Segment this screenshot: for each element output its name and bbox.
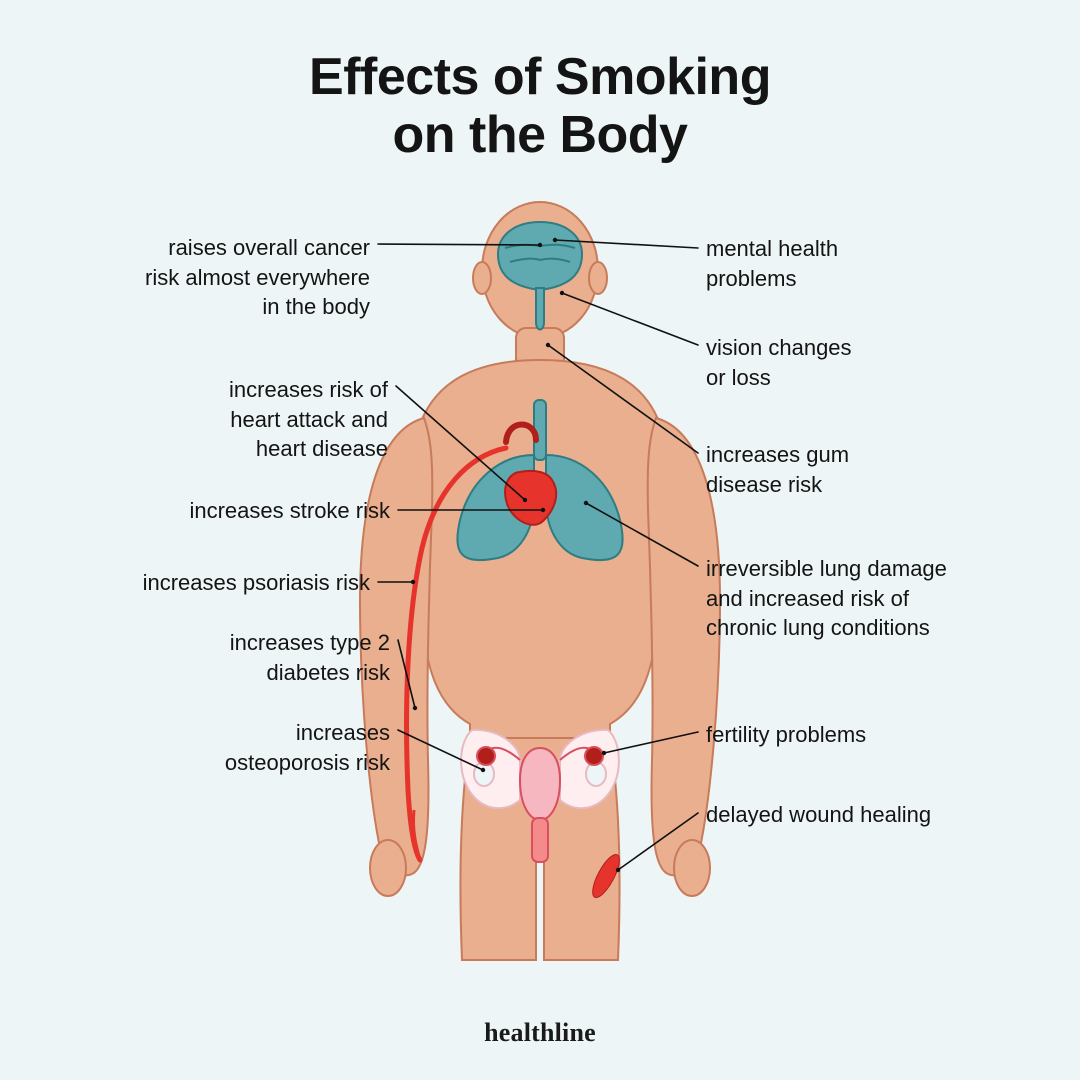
label-mental: mental healthproblems xyxy=(706,234,966,293)
label-cancer: raises overall cancerrisk almost everywh… xyxy=(80,233,370,322)
label-diabetes: increases type 2diabetes risk xyxy=(140,628,390,687)
label-lung: irreversible lung damageand increased ri… xyxy=(706,554,1026,643)
label-stroke: increases stroke risk xyxy=(110,496,390,526)
label-osteo: increasesosteoporosis risk xyxy=(160,718,390,777)
label-fertility: fertility problems xyxy=(706,720,966,750)
label-vision: vision changesor loss xyxy=(706,333,956,392)
anatomy-figure xyxy=(0,0,1080,1080)
label-gum: increases gumdisease risk xyxy=(706,440,956,499)
label-heart: increases risk ofheart attack andheart d… xyxy=(118,375,388,464)
brand-logo: healthline xyxy=(0,1018,1080,1048)
label-psoriasis: increases psoriasis risk xyxy=(70,568,370,598)
label-wound: delayed wound healing xyxy=(706,800,1006,830)
